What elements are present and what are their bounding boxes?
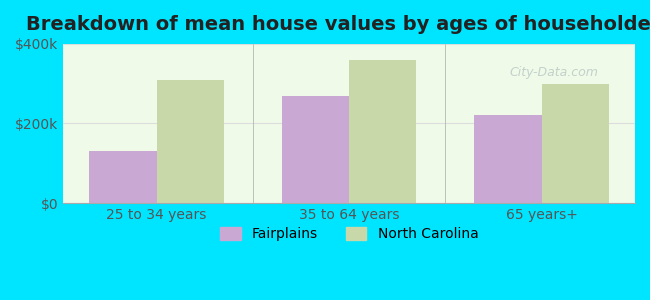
Bar <box>89 151 157 203</box>
Bar <box>281 96 349 203</box>
Bar <box>157 80 224 203</box>
Bar <box>541 84 609 203</box>
Bar <box>349 60 417 203</box>
Bar <box>474 116 541 203</box>
Title: Breakdown of mean house values by ages of householders: Breakdown of mean house values by ages o… <box>26 15 650 34</box>
Legend: Fairplains, North Carolina: Fairplains, North Carolina <box>214 222 484 247</box>
Text: City-Data.com: City-Data.com <box>509 66 598 79</box>
